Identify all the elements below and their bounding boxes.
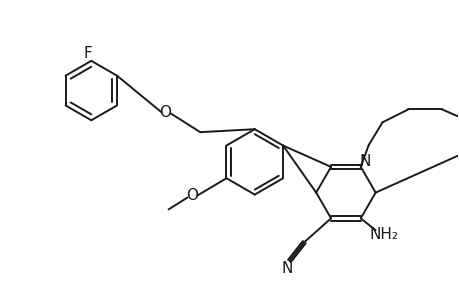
Text: O: O	[159, 105, 171, 120]
Text: F: F	[84, 46, 93, 62]
Text: NH₂: NH₂	[368, 227, 397, 242]
Text: N: N	[281, 261, 292, 276]
Text: O: O	[186, 188, 198, 203]
Text: N: N	[358, 154, 369, 169]
